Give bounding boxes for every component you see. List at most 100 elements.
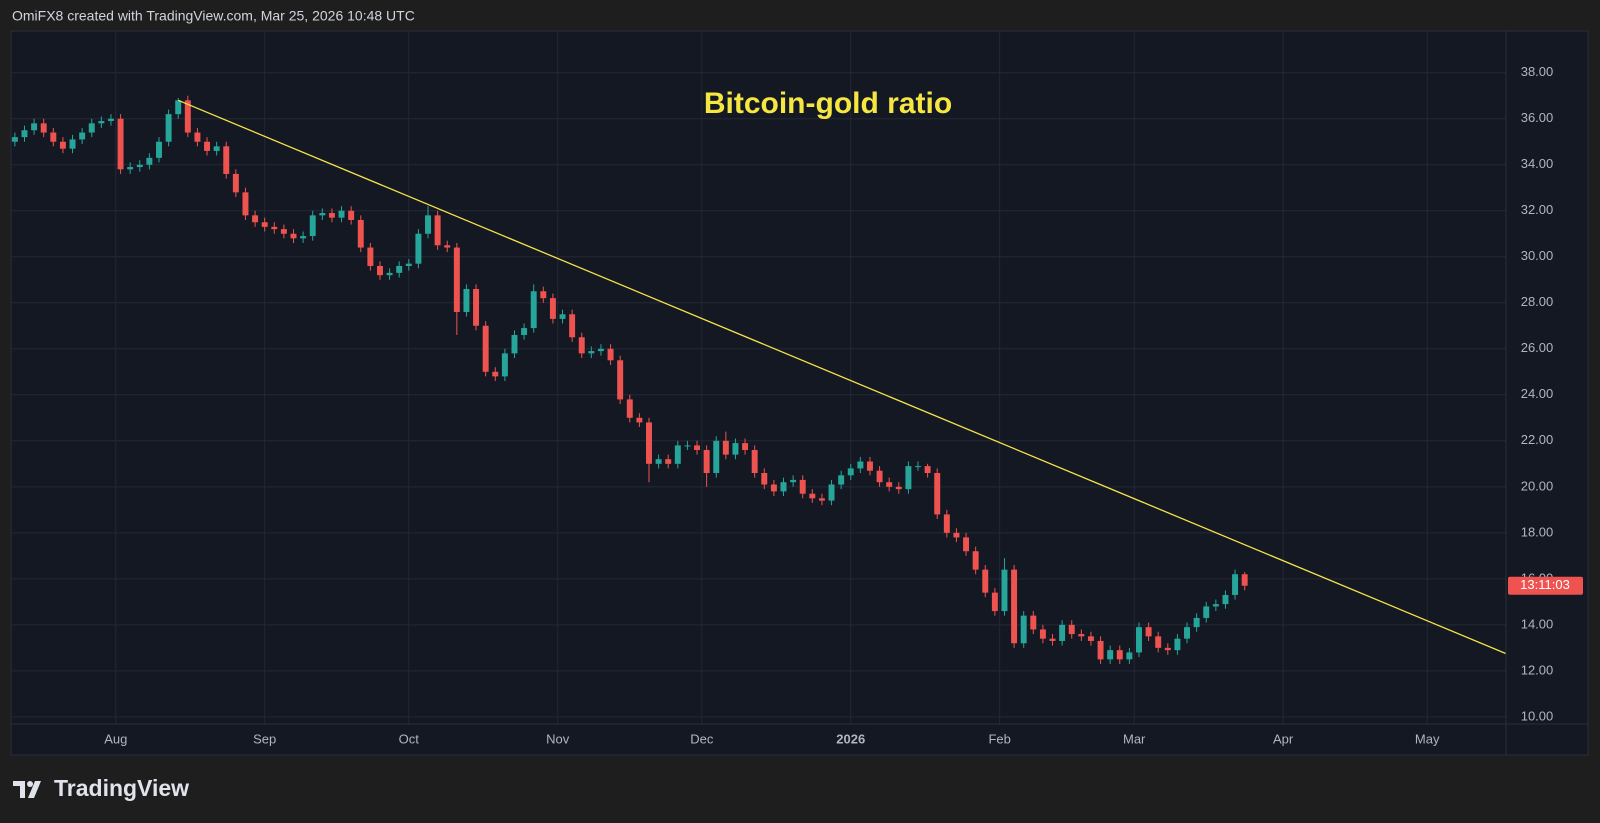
candle-body bbox=[1126, 652, 1133, 660]
candle-body bbox=[1049, 638, 1056, 641]
candle-body bbox=[1039, 629, 1046, 639]
candle-body bbox=[1145, 627, 1152, 637]
y-tick-label: 32.00 bbox=[1521, 202, 1554, 217]
candle-body bbox=[559, 314, 566, 319]
candle-body bbox=[1097, 640, 1104, 660]
candle-body bbox=[934, 473, 941, 515]
y-tick-label: 10.00 bbox=[1521, 708, 1554, 723]
candle-body bbox=[290, 233, 297, 239]
candle-body bbox=[473, 288, 480, 326]
candle-body bbox=[280, 229, 287, 234]
candle-body bbox=[50, 132, 57, 142]
candle-body bbox=[626, 399, 633, 418]
candle-body bbox=[1174, 638, 1181, 651]
candle-body bbox=[1020, 615, 1027, 644]
logo-icon bbox=[28, 781, 41, 798]
candle-body bbox=[79, 132, 86, 140]
countdown: 13:11:03 bbox=[1520, 577, 1570, 592]
candle-body bbox=[1232, 574, 1239, 595]
candle-body bbox=[117, 118, 124, 170]
candle-body bbox=[107, 118, 114, 122]
candle-body bbox=[857, 461, 864, 469]
y-tick-label: 38.00 bbox=[1521, 64, 1554, 79]
candle-body bbox=[175, 100, 182, 115]
candle-body bbox=[742, 443, 749, 451]
candle-body bbox=[732, 443, 739, 455]
candle-body bbox=[982, 569, 989, 593]
y-tick-label: 26.00 bbox=[1521, 340, 1554, 355]
x-tick-label: Aug bbox=[104, 731, 127, 746]
candle-body bbox=[780, 482, 787, 492]
y-tick-label: 30.00 bbox=[1521, 248, 1554, 263]
candle-body bbox=[204, 141, 211, 151]
candle-body bbox=[453, 247, 460, 312]
candle-body bbox=[828, 484, 835, 501]
y-tick-label: 24.00 bbox=[1521, 386, 1554, 401]
candle-body bbox=[146, 157, 153, 165]
x-tick-label: 2026 bbox=[836, 731, 865, 746]
candle-body bbox=[770, 484, 777, 492]
brand-logo: TradingView bbox=[13, 775, 189, 801]
candle-body bbox=[790, 479, 797, 483]
candle-body bbox=[261, 222, 268, 227]
candle-body bbox=[156, 141, 162, 158]
candle-body bbox=[165, 114, 172, 142]
y-tick-label: 14.00 bbox=[1521, 616, 1554, 631]
candle-body bbox=[444, 245, 451, 248]
candle-body bbox=[1203, 606, 1210, 618]
candle-body bbox=[1222, 594, 1229, 605]
candle-body bbox=[588, 351, 595, 354]
candle-body bbox=[434, 215, 441, 246]
chart-title: Bitcoin-gold ratio bbox=[704, 87, 952, 120]
candle-body bbox=[338, 210, 345, 218]
candle-body bbox=[376, 265, 383, 276]
brand: TradingView bbox=[54, 775, 189, 801]
candle-body bbox=[549, 298, 556, 319]
y-tick-label: 22.00 bbox=[1521, 432, 1554, 447]
candle-body bbox=[1107, 650, 1114, 660]
candle-body bbox=[886, 482, 893, 487]
candle-body bbox=[1030, 615, 1037, 630]
candle-body bbox=[1068, 624, 1075, 635]
candle-body bbox=[665, 459, 672, 464]
candle-body bbox=[21, 130, 28, 138]
candle-body bbox=[838, 475, 845, 485]
candle-body bbox=[40, 123, 47, 133]
candle-body bbox=[578, 337, 585, 354]
candle-body bbox=[761, 473, 768, 485]
candle-body bbox=[1087, 636, 1094, 641]
candle-body bbox=[1116, 650, 1123, 660]
candle-body bbox=[425, 215, 431, 234]
candle-body bbox=[309, 215, 316, 237]
candle-body bbox=[818, 498, 825, 501]
candle-body bbox=[31, 123, 38, 131]
candle-body bbox=[98, 121, 105, 124]
candle-body bbox=[674, 445, 681, 464]
candle-body bbox=[963, 537, 970, 552]
candle-body bbox=[597, 348, 604, 352]
candle-body bbox=[319, 213, 326, 216]
candle-body bbox=[972, 551, 979, 570]
candle-body bbox=[905, 466, 912, 490]
candle-body bbox=[703, 450, 710, 474]
candle-body bbox=[694, 445, 701, 451]
y-tick-label: 28.00 bbox=[1521, 294, 1554, 309]
trend-line bbox=[177, 99, 1507, 655]
candle-body bbox=[1184, 627, 1191, 639]
candle-body bbox=[396, 265, 403, 273]
candle-body bbox=[636, 417, 643, 423]
candle-body bbox=[915, 466, 921, 468]
candle-body bbox=[1001, 569, 1008, 612]
candle-body bbox=[1164, 647, 1171, 651]
candle-body bbox=[540, 291, 547, 299]
x-tick-label: Nov bbox=[546, 731, 570, 746]
candle-body bbox=[328, 213, 335, 218]
logo-icon bbox=[27, 781, 33, 787]
x-tick-label: Dec bbox=[690, 731, 714, 746]
candle-body bbox=[348, 210, 355, 220]
candle-body bbox=[569, 314, 576, 338]
candle-body bbox=[136, 164, 143, 168]
candle-body bbox=[367, 247, 374, 266]
candle-body bbox=[482, 325, 489, 372]
